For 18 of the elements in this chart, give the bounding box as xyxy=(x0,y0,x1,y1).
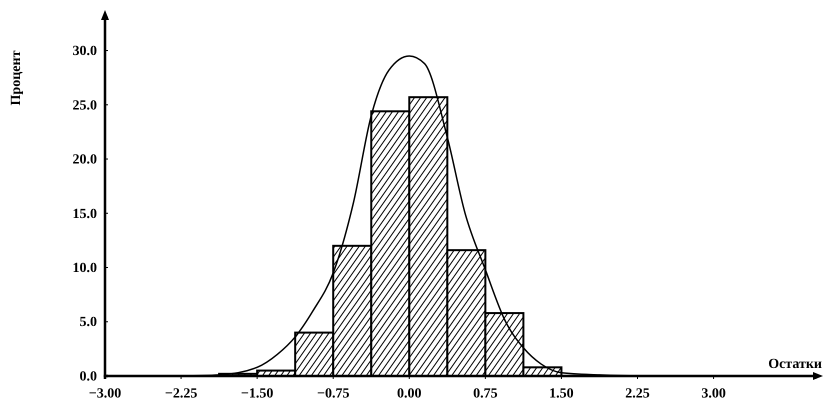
y-tick-label: 15.0 xyxy=(72,206,97,222)
x-tick-label: 0.75 xyxy=(473,386,498,402)
x-tick-label: 0.00 xyxy=(397,386,422,402)
x-tick-label: −0.75 xyxy=(316,386,350,402)
x-tick-label: −3.00 xyxy=(88,386,122,402)
x-axis-title: Остатки xyxy=(768,357,822,372)
y-tick-label: 30.0 xyxy=(72,44,97,60)
x-tick-label: −2.25 xyxy=(164,386,198,402)
y-tick-label: 0.0 xyxy=(80,369,97,384)
y-tick-label: 25.0 xyxy=(72,98,97,114)
y-axis-title: Процент xyxy=(9,50,24,106)
x-tick-label: 3.00 xyxy=(701,386,726,402)
y-tick-label: 20.0 xyxy=(72,152,97,168)
x-tick-label: 2.25 xyxy=(625,386,650,402)
y-tick-label: 5.0 xyxy=(80,315,97,330)
x-tick-label: −1.50 xyxy=(240,386,274,402)
x-tick-label: 1.50 xyxy=(549,386,574,402)
y-tick-label: 10.0 xyxy=(72,260,97,276)
